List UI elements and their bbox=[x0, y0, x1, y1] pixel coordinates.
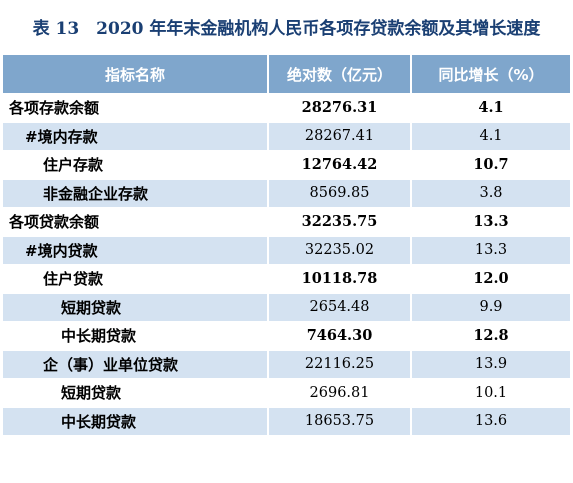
row-growth: 4.1 bbox=[478, 99, 504, 117]
table-row: 短期贷款 2654.48 9.9 bbox=[3, 293, 570, 322]
row-growth: 13.9 bbox=[474, 356, 508, 373]
row-growth: 9.9 bbox=[479, 299, 503, 316]
row-growth: 3.8 bbox=[479, 185, 503, 202]
row-value: 12764.42 bbox=[269, 151, 412, 179]
row-value: 28267.41 bbox=[269, 122, 412, 150]
row-growth: 13.6 bbox=[474, 413, 508, 430]
row-name: 短期贷款 bbox=[3, 293, 269, 321]
row-name: 企（事）业单位贷款 bbox=[3, 350, 269, 378]
row-value: 32235.02 bbox=[269, 236, 412, 264]
table-row: 各项存款余额 28276.31 4.1 bbox=[3, 94, 570, 123]
row-growth: 13.3 bbox=[473, 213, 509, 231]
row-value: 32235.75 bbox=[269, 208, 412, 236]
row-growth: 4.1 bbox=[479, 128, 503, 145]
header-absolute-value: 绝对数（亿元） bbox=[269, 55, 412, 93]
row-name: #境内贷款 bbox=[3, 236, 269, 264]
header-yoy-growth: 同比增长（%） bbox=[438, 65, 544, 84]
row-name: 中长期贷款 bbox=[3, 407, 269, 435]
table-row: 住户存款 12764.42 10.7 bbox=[3, 151, 570, 180]
row-name: 中长期贷款 bbox=[3, 322, 269, 350]
row-growth: 12.8 bbox=[473, 327, 509, 345]
row-name: 住户存款 bbox=[3, 151, 269, 179]
row-name: 短期贷款 bbox=[3, 379, 269, 407]
row-value: 8569.85 bbox=[269, 179, 412, 207]
table-header-row: 指标名称 绝对数（亿元） 同比增长（%） bbox=[3, 55, 570, 94]
row-value: 28276.31 bbox=[269, 94, 412, 122]
deposits-loans-table: 指标名称 绝对数（亿元） 同比增长（%） 各项存款余额 28276.31 4.1… bbox=[3, 55, 570, 436]
table-row: 中长期贷款 7464.30 12.8 bbox=[3, 322, 570, 351]
row-name: 各项存款余额 bbox=[3, 94, 269, 122]
row-name: #境内存款 bbox=[3, 122, 269, 150]
row-name: 非金融企业存款 bbox=[3, 179, 269, 207]
table-title: 表 13 2020 年年末金融机构人民币各项存贷款余额及其增长速度 bbox=[32, 19, 541, 39]
row-growth: 10.7 bbox=[473, 156, 509, 174]
row-value: 2696.81 bbox=[269, 379, 412, 407]
row-name: 各项贷款余额 bbox=[3, 208, 269, 236]
row-name: 住户贷款 bbox=[3, 265, 269, 293]
table-row: #境内存款 28267.41 4.1 bbox=[3, 122, 570, 151]
table-row: 各项贷款余额 32235.75 13.3 bbox=[3, 208, 570, 237]
table-row: 企（事）业单位贷款 22116.25 13.9 bbox=[3, 350, 570, 379]
row-value: 22116.25 bbox=[269, 350, 412, 378]
row-value: 18653.75 bbox=[269, 407, 412, 435]
header-indicator-name: 指标名称 bbox=[3, 55, 269, 93]
row-value: 2654.48 bbox=[269, 293, 412, 321]
row-growth: 12.0 bbox=[473, 270, 509, 288]
table-row: 住户贷款 10118.78 12.0 bbox=[3, 265, 570, 294]
row-value: 7464.30 bbox=[269, 322, 412, 350]
row-growth: 13.3 bbox=[474, 242, 508, 259]
row-growth: 10.1 bbox=[474, 384, 508, 401]
row-value: 10118.78 bbox=[269, 265, 412, 293]
table-row: #境内贷款 32235.02 13.3 bbox=[3, 236, 570, 265]
table-row: 中长期贷款 18653.75 13.6 bbox=[3, 407, 570, 436]
table-row: 非金融企业存款 8569.85 3.8 bbox=[3, 179, 570, 208]
table-row: 短期贷款 2696.81 10.1 bbox=[3, 379, 570, 408]
